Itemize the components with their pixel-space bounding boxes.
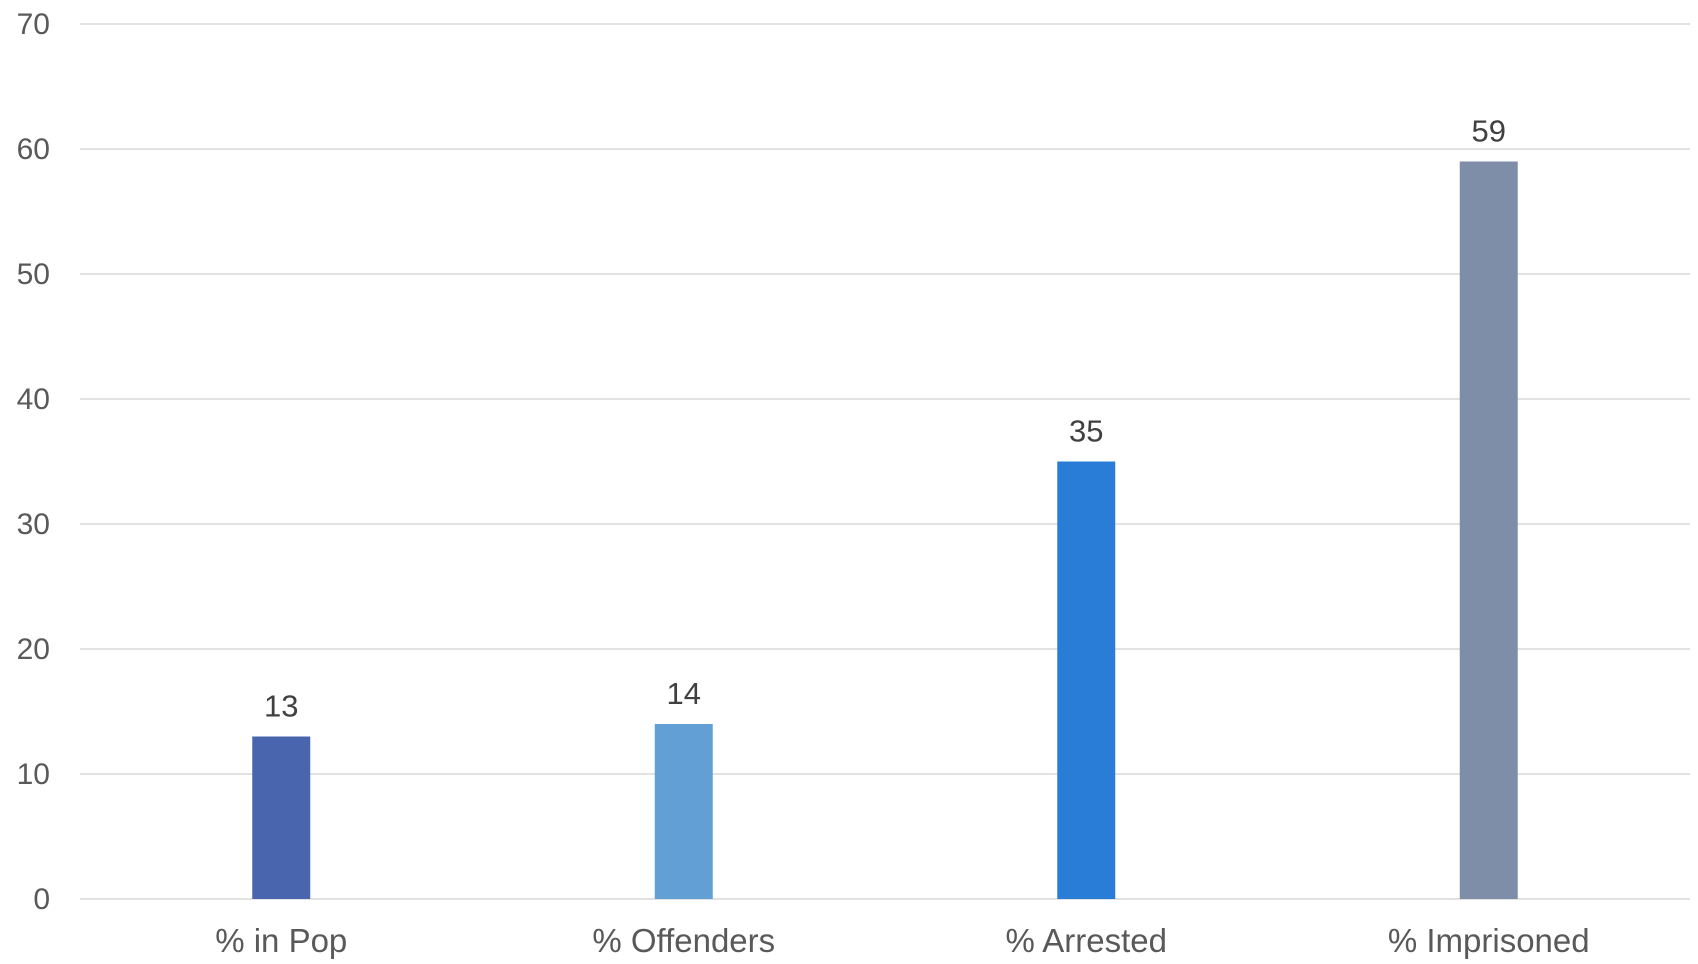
y-axis-ticks: 0 10 20 30 40 50 60 70 bbox=[17, 8, 50, 916]
y-tick-label: 50 bbox=[17, 258, 50, 291]
y-tick-label: 30 bbox=[17, 508, 50, 541]
y-tick-label: 10 bbox=[17, 758, 50, 791]
x-tick-label: % in Pop bbox=[215, 922, 347, 959]
gridlines bbox=[80, 23, 1690, 900]
bars bbox=[252, 161, 1518, 899]
data-labels: 13 14 35 59 bbox=[264, 114, 1506, 724]
y-tick-label: 20 bbox=[17, 633, 50, 666]
data-label: 14 bbox=[667, 676, 701, 711]
y-tick-label: 40 bbox=[17, 383, 50, 416]
bar bbox=[1057, 461, 1116, 899]
data-label: 35 bbox=[1069, 414, 1103, 449]
y-tick-label: 0 bbox=[33, 883, 50, 916]
x-tick-label: % Arrested bbox=[1006, 922, 1167, 959]
x-tick-label: % Offenders bbox=[592, 922, 775, 959]
y-tick-label: 60 bbox=[17, 133, 50, 166]
bar bbox=[654, 724, 713, 899]
bar bbox=[1459, 161, 1518, 899]
x-axis-ticks: % in Pop % Offenders % Arrested % Imprisone… bbox=[215, 922, 1589, 959]
data-label: 59 bbox=[1472, 114, 1506, 149]
x-tick-label: % Imprisoned bbox=[1388, 922, 1590, 959]
bar bbox=[252, 736, 311, 899]
y-tick-label: 70 bbox=[17, 8, 50, 41]
data-label: 13 bbox=[264, 689, 298, 724]
